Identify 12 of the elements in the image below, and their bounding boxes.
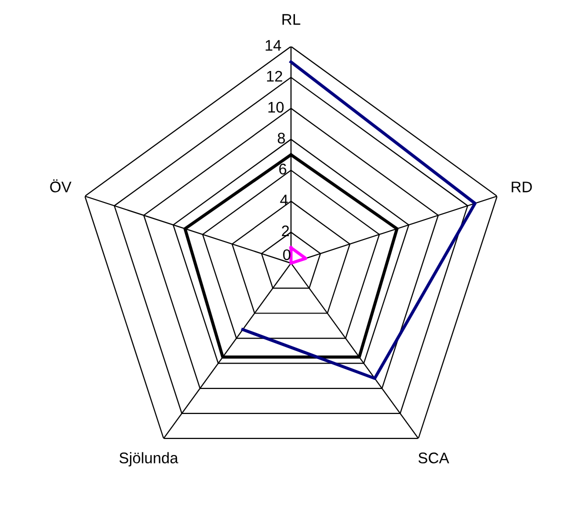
y-tick-label: 2	[282, 226, 289, 236]
spoke-label: Sjölunda	[119, 452, 178, 466]
y-tick-label: 8	[278, 132, 285, 144]
y-tick-label: 14	[266, 40, 282, 51]
spoke-label: RL	[282, 14, 300, 25]
y-tick-label: 12	[267, 70, 282, 82]
y-tick-label: 10	[268, 102, 284, 113]
spoke-label: SCA	[418, 452, 450, 464]
spoke-label: ÖV	[50, 179, 72, 192]
spoke-label: RD	[512, 182, 532, 192]
y-tick-label: 4	[280, 194, 288, 206]
y-tick-label: 6	[279, 164, 286, 174]
